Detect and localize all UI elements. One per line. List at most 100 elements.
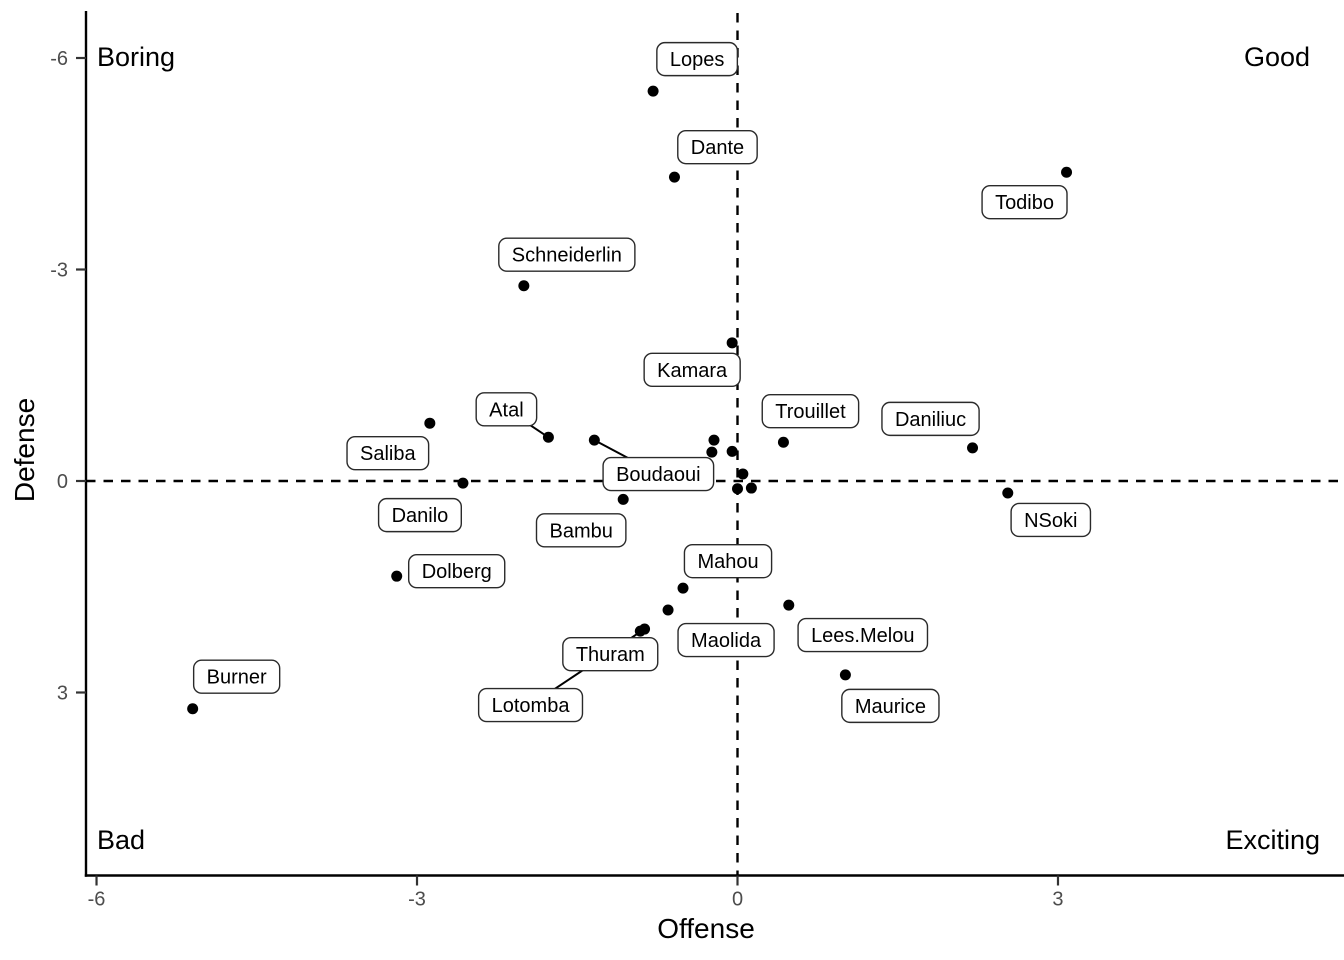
y-axis-title: Defense <box>9 398 40 502</box>
x-tick-label: -3 <box>408 889 426 911</box>
x-axis-title: Offense <box>657 913 755 944</box>
data-point-danilo <box>457 477 469 489</box>
player-label-box <box>346 435 430 471</box>
player-label-box <box>498 237 636 272</box>
player-label-text: Atal <box>489 399 523 421</box>
player-label-box <box>562 636 659 672</box>
data-point-lees.melou <box>783 599 795 611</box>
player-label-text: Schneiderlin <box>512 245 622 267</box>
data-point <box>737 468 749 480</box>
data-point-trouillet <box>777 436 789 448</box>
data-point-bambu <box>617 493 629 505</box>
player-label-text: Trouillet <box>775 401 846 423</box>
player-label-maurice: Maurice <box>841 688 940 724</box>
player-label-text: Lotomba <box>492 695 571 717</box>
player-label-text: NSoki <box>1024 510 1077 532</box>
player-label-text: Daniliuc <box>895 409 966 431</box>
player-label-box <box>881 401 980 437</box>
player-label-box <box>841 688 940 724</box>
player-label-text: Bambu <box>550 520 613 542</box>
player-label-text: Lopes <box>670 49 725 71</box>
player-label-text: Maurice <box>855 696 926 718</box>
player-label-box <box>797 617 929 653</box>
player-label-lees.melou: Lees.Melou <box>797 617 929 653</box>
player-label-text: Thuram <box>576 644 645 666</box>
player-label-burner: Burner <box>192 659 281 694</box>
quadrant-label-exciting: Exciting <box>1225 825 1320 855</box>
data-point-kamara <box>726 337 738 349</box>
y-tick-label: -6 <box>50 48 68 70</box>
data-point <box>745 482 757 494</box>
y-tick-label: 0 <box>57 471 68 493</box>
player-label-text: Dante <box>691 137 744 159</box>
data-point-dante <box>668 171 680 183</box>
player-label-box <box>981 185 1068 220</box>
player-label-atal: Atal <box>475 392 538 427</box>
data-point-maolida <box>662 604 674 616</box>
player-label-box <box>377 497 462 533</box>
data-point-lotomba <box>639 623 651 635</box>
player-label-text: Boudaoui <box>616 464 701 486</box>
player-label-lotomba: Lotomba <box>477 687 584 723</box>
player-label-box <box>656 41 739 77</box>
player-label-lopes: Lopes <box>656 41 739 77</box>
player-label-text: Lees.Melou <box>811 625 914 647</box>
player-label-danilo: Danilo <box>377 497 462 533</box>
x-tick-label: -6 <box>88 889 106 911</box>
player-label-box <box>683 543 773 579</box>
point-labels-layer: Lopes Dante Todibo Schneiderlin Kamara Saliba… <box>192 41 1092 724</box>
player-label-text: Burner <box>207 667 267 689</box>
data-point <box>726 445 738 457</box>
player-label-box <box>677 129 758 165</box>
player-label-dante: Dante <box>677 129 758 165</box>
player-label-kamara: Kamara <box>643 352 741 388</box>
player-label-box <box>475 392 538 427</box>
player-label-box <box>535 513 627 548</box>
player-label-box <box>761 394 860 429</box>
player-label-text: Saliba <box>360 443 416 465</box>
player-label-maolida: Maolida <box>677 622 775 658</box>
data-point <box>706 446 718 458</box>
player-label-daniliuc: Daniliuc <box>881 401 980 437</box>
player-label-box <box>407 553 506 589</box>
player-label-dolberg: Dolberg <box>407 553 506 589</box>
player-label-box <box>677 622 775 658</box>
player-label-nsoki: NSoki <box>1010 502 1092 538</box>
player-label-box <box>1010 502 1092 538</box>
player-label-todibo: Todibo <box>981 185 1068 220</box>
quadrant-label-bad: Bad <box>97 825 145 855</box>
player-label-text: Danilo <box>392 505 449 527</box>
data-point-burner <box>187 703 199 715</box>
player-label-text: Maolida <box>691 630 762 652</box>
player-label-box <box>602 456 715 492</box>
player-label-bambu: Bambu <box>535 513 627 548</box>
y-tick-label: -3 <box>50 260 68 282</box>
player-label-text: Mahou <box>697 551 758 573</box>
data-points-layer <box>187 85 1073 715</box>
player-label-trouillet: Trouillet <box>761 394 860 429</box>
data-point-lopes <box>647 85 659 97</box>
data-point-schneiderlin <box>518 280 530 292</box>
player-label-text: Dolberg <box>422 561 492 583</box>
player-label-schneiderlin: Schneiderlin <box>498 237 636 272</box>
data-point-boudaoui <box>588 434 600 446</box>
x-tick-label: 3 <box>1052 889 1063 911</box>
data-point-saliba <box>424 417 436 429</box>
y-tick-label: 3 <box>57 683 68 705</box>
x-tick-label: 0 <box>732 889 743 911</box>
player-label-mahou: Mahou <box>683 543 773 579</box>
player-label-box <box>477 687 584 723</box>
data-point-maurice <box>839 669 851 681</box>
data-point <box>708 434 720 446</box>
player-label-text: Kamara <box>657 360 728 382</box>
quadrant-label-good: Good <box>1244 42 1310 72</box>
data-point-nsoki <box>1002 487 1014 499</box>
data-point <box>732 483 743 495</box>
data-point-todibo <box>1061 166 1073 178</box>
data-point-atal <box>542 431 554 443</box>
player-label-saliba: Saliba <box>346 435 430 471</box>
player-label-text: Todibo <box>995 192 1054 214</box>
player-label-boudaoui: Boudaoui <box>602 456 715 492</box>
